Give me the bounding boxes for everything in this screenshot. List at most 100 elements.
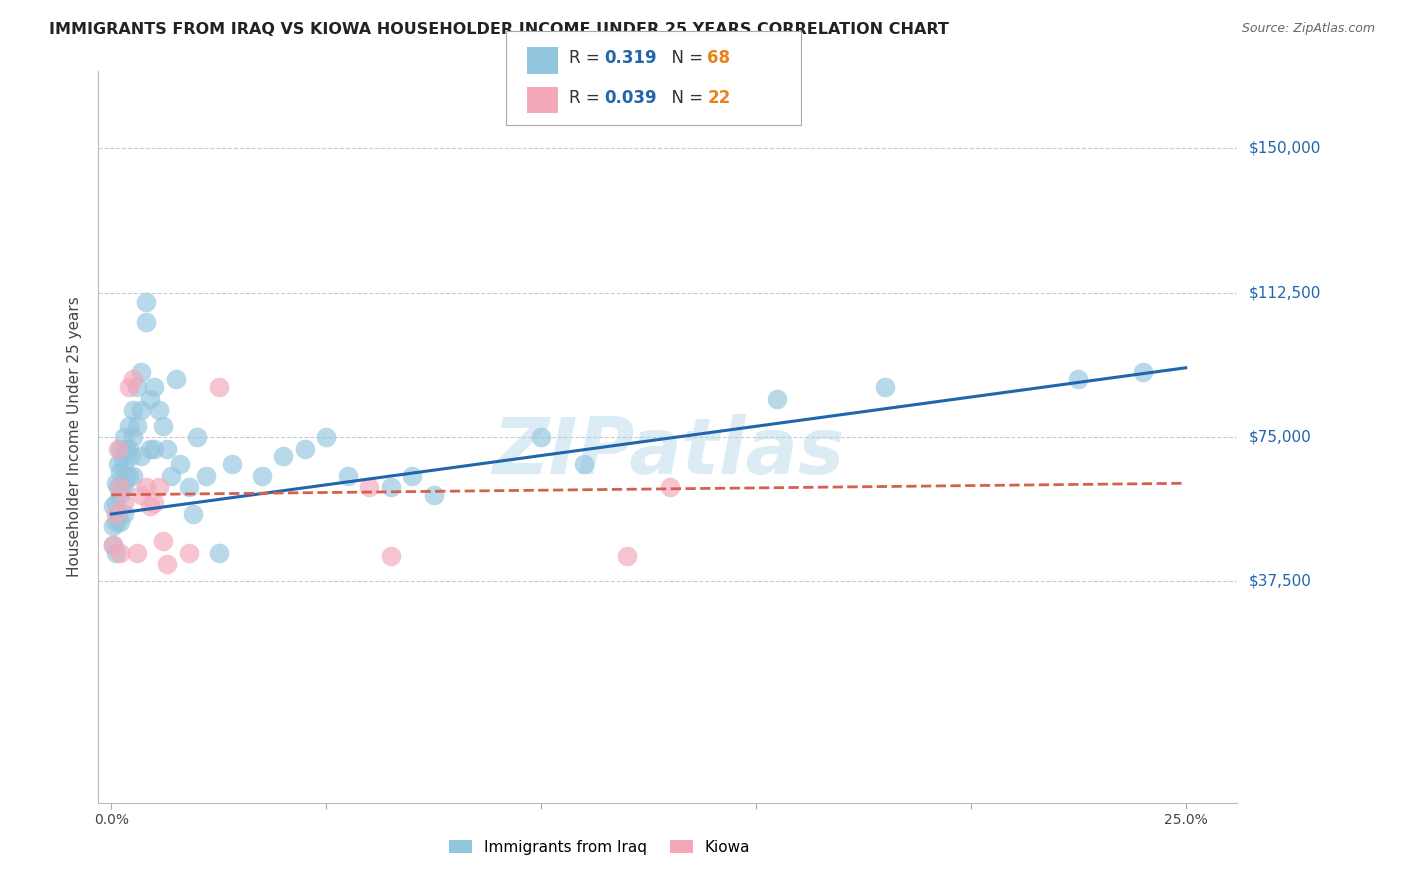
Point xyxy=(156,442,179,456)
Point xyxy=(572,457,595,471)
Text: N =: N = xyxy=(661,49,709,67)
Text: R =: R = xyxy=(569,49,606,67)
Point xyxy=(152,534,174,549)
Point xyxy=(143,380,166,394)
Text: $112,500: $112,500 xyxy=(1249,285,1320,301)
Point xyxy=(111,450,134,464)
Point xyxy=(221,457,243,471)
Point xyxy=(131,450,153,464)
Point xyxy=(107,480,129,494)
Point xyxy=(121,430,143,444)
Point xyxy=(112,507,135,521)
Point xyxy=(186,430,208,444)
Y-axis label: Householder Income Under 25 years: Householder Income Under 25 years xyxy=(67,297,83,577)
Point xyxy=(131,365,153,379)
Point xyxy=(117,380,139,394)
Point xyxy=(359,480,381,494)
Point xyxy=(115,468,138,483)
Text: 22: 22 xyxy=(707,89,731,107)
Point xyxy=(108,442,131,456)
Point xyxy=(169,457,191,471)
Point xyxy=(143,495,166,509)
Point xyxy=(208,380,231,394)
Point xyxy=(131,403,153,417)
Point xyxy=(117,418,139,433)
Point xyxy=(208,545,231,559)
Point xyxy=(271,450,294,464)
Point xyxy=(121,468,143,483)
Point xyxy=(104,495,127,509)
Point xyxy=(121,372,143,386)
Point xyxy=(107,507,129,521)
Point xyxy=(103,538,125,552)
Point xyxy=(108,488,131,502)
Point xyxy=(117,442,139,456)
Point xyxy=(401,468,423,483)
Point xyxy=(294,442,316,456)
Point xyxy=(104,476,127,491)
Text: ZIPatlas: ZIPatlas xyxy=(492,414,844,490)
Point xyxy=(103,500,125,514)
Point xyxy=(160,468,183,483)
Point xyxy=(112,480,135,494)
Text: $150,000: $150,000 xyxy=(1249,141,1320,156)
Point xyxy=(336,468,359,483)
Point xyxy=(380,480,402,494)
Text: IMMIGRANTS FROM IRAQ VS KIOWA HOUSEHOLDER INCOME UNDER 25 YEARS CORRELATION CHAR: IMMIGRANTS FROM IRAQ VS KIOWA HOUSEHOLDE… xyxy=(49,22,949,37)
Point xyxy=(139,500,162,514)
Point xyxy=(530,430,553,444)
Point xyxy=(131,488,153,502)
Text: $37,500: $37,500 xyxy=(1249,574,1312,589)
Point xyxy=(873,380,896,394)
Point xyxy=(766,392,789,406)
Point xyxy=(135,480,157,494)
Point xyxy=(108,545,131,559)
Point xyxy=(117,468,139,483)
Point xyxy=(1132,365,1154,379)
Point xyxy=(111,480,134,494)
Point xyxy=(315,430,337,444)
Text: 68: 68 xyxy=(707,49,730,67)
Point xyxy=(143,442,166,456)
Point xyxy=(108,465,131,479)
Point xyxy=(104,545,127,559)
Point xyxy=(659,480,682,494)
Point xyxy=(121,403,143,417)
Text: $75,000: $75,000 xyxy=(1249,430,1312,444)
Point xyxy=(104,515,127,529)
Point xyxy=(107,442,129,456)
Point xyxy=(194,468,217,483)
Text: 0.319: 0.319 xyxy=(605,49,657,67)
Point xyxy=(103,538,125,552)
Legend: Immigrants from Iraq, Kiowa: Immigrants from Iraq, Kiowa xyxy=(443,834,756,861)
Point xyxy=(108,515,131,529)
Point xyxy=(152,418,174,433)
Point xyxy=(139,442,162,456)
Point xyxy=(165,372,187,386)
Point xyxy=(112,430,135,444)
Point xyxy=(135,295,157,310)
Text: N =: N = xyxy=(661,89,709,107)
Point xyxy=(112,457,135,471)
Point xyxy=(127,545,149,559)
Text: Source: ZipAtlas.com: Source: ZipAtlas.com xyxy=(1241,22,1375,36)
Point xyxy=(177,480,200,494)
Point xyxy=(135,315,157,329)
Point xyxy=(104,507,127,521)
Point xyxy=(422,488,444,502)
Point xyxy=(120,450,142,464)
Point xyxy=(127,380,149,394)
Point xyxy=(108,480,131,494)
Point xyxy=(616,549,638,564)
Point xyxy=(139,392,162,406)
Point xyxy=(181,507,204,521)
Point xyxy=(1067,372,1090,386)
Point xyxy=(103,518,125,533)
Point xyxy=(177,545,200,559)
Point xyxy=(148,480,170,494)
Point xyxy=(107,457,129,471)
Point xyxy=(250,468,273,483)
Point xyxy=(112,495,135,509)
Text: 0.039: 0.039 xyxy=(605,89,657,107)
Point xyxy=(115,442,138,456)
